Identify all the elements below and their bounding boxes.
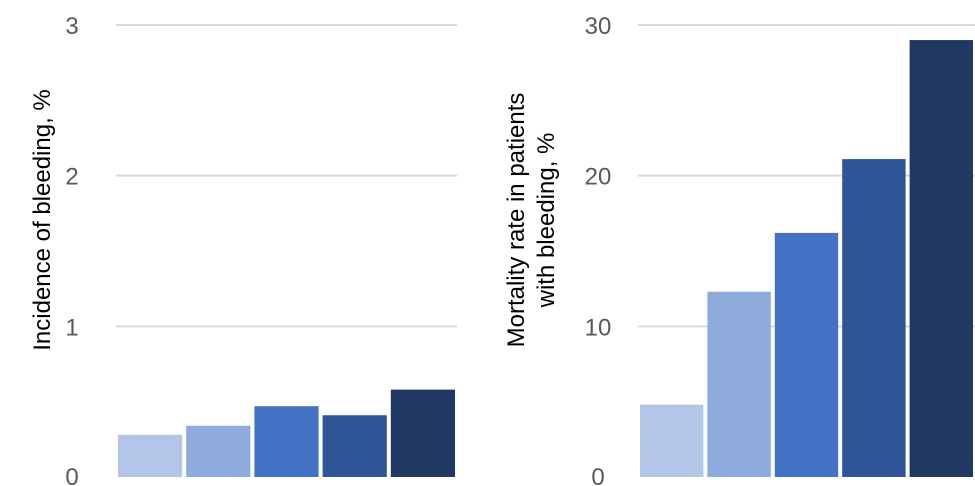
y-axis-label-line-2: with bleeding, % xyxy=(533,133,560,309)
bar xyxy=(118,434,183,477)
bar xyxy=(390,389,455,477)
gridlines xyxy=(116,24,457,328)
y-tick-labels: 0 1 2 3 xyxy=(65,13,78,486)
y-tick-label: 10 xyxy=(585,314,612,341)
y-tick-label: 30 xyxy=(585,13,612,40)
y-tick-label: 3 xyxy=(65,13,78,40)
mortality-chart: Mortality rate in patients with bleeding… xyxy=(503,13,975,486)
y-axis-label: Incidence of bleeding, % xyxy=(29,89,56,351)
bars xyxy=(640,40,973,478)
bar xyxy=(707,291,771,477)
y-tick-label: 0 xyxy=(65,464,78,486)
y-tick-label: 20 xyxy=(585,164,612,191)
y-tick-label: 0 xyxy=(591,464,604,486)
bar xyxy=(909,40,973,478)
bars xyxy=(118,389,455,477)
y-axis-label-line-1: Mortality rate in patients xyxy=(503,93,530,348)
bar xyxy=(640,404,704,477)
bar xyxy=(322,415,387,477)
bar xyxy=(254,406,319,477)
y-tick-labels: 0 10 20 30 xyxy=(585,13,612,486)
incidence-chart: Incidence of bleeding, % 0 1 2 3 xyxy=(29,13,457,486)
bar xyxy=(186,425,251,477)
y-tick-label: 2 xyxy=(65,164,78,191)
bar xyxy=(842,159,906,478)
y-tick-label: 1 xyxy=(65,314,78,341)
bar xyxy=(774,232,839,477)
